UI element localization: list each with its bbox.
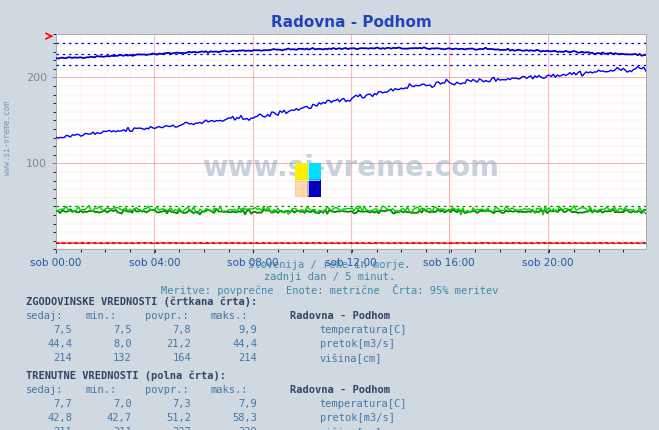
Text: 211: 211: [54, 427, 72, 430]
Text: Meritve: povprečne  Enote: metrične  Črta: 95% meritev: Meritve: povprečne Enote: metrične Črta:…: [161, 284, 498, 296]
Text: 164: 164: [173, 353, 191, 363]
Text: sedaj:: sedaj:: [26, 311, 64, 321]
Text: 7,3: 7,3: [173, 399, 191, 409]
Text: 44,4: 44,4: [232, 339, 257, 349]
Text: 58,3: 58,3: [232, 413, 257, 423]
Text: 211: 211: [113, 427, 132, 430]
Text: temperatura[C]: temperatura[C]: [320, 399, 407, 409]
Text: povpr.:: povpr.:: [145, 385, 188, 395]
Text: višina[cm]: višina[cm]: [320, 427, 382, 430]
Text: pretok[m3/s]: pretok[m3/s]: [320, 413, 395, 423]
Text: višina[cm]: višina[cm]: [320, 353, 382, 364]
Text: zadnji dan / 5 minut.: zadnji dan / 5 minut.: [264, 272, 395, 282]
Text: 214: 214: [239, 353, 257, 363]
Text: maks.:: maks.:: [211, 385, 248, 395]
Text: 7,5: 7,5: [113, 325, 132, 335]
Title: Radovna - Podhom: Radovna - Podhom: [271, 15, 431, 31]
Text: Slovenija / reke in morje.: Slovenija / reke in morje.: [248, 260, 411, 270]
Text: 44,4: 44,4: [47, 339, 72, 349]
Text: 7,8: 7,8: [173, 325, 191, 335]
Text: pretok[m3/s]: pretok[m3/s]: [320, 339, 395, 349]
Text: www.si-vreme.com: www.si-vreme.com: [202, 154, 500, 182]
Text: TRENUTNE VREDNOSTI (polna črta):: TRENUTNE VREDNOSTI (polna črta):: [26, 371, 226, 381]
Text: povpr.:: povpr.:: [145, 311, 188, 321]
Text: 51,2: 51,2: [166, 413, 191, 423]
Text: 239: 239: [239, 427, 257, 430]
Text: maks.:: maks.:: [211, 311, 248, 321]
Text: 214: 214: [54, 353, 72, 363]
Text: 7,9: 7,9: [239, 399, 257, 409]
Text: min.:: min.:: [86, 385, 117, 395]
Text: 42,7: 42,7: [107, 413, 132, 423]
Text: Radovna - Podhom: Radovna - Podhom: [290, 385, 390, 395]
Text: sedaj:: sedaj:: [26, 385, 64, 395]
Text: 8,0: 8,0: [113, 339, 132, 349]
Text: 7,7: 7,7: [54, 399, 72, 409]
Text: min.:: min.:: [86, 311, 117, 321]
Text: temperatura[C]: temperatura[C]: [320, 325, 407, 335]
Text: ZGODOVINSKE VREDNOSTI (črtkana črta):: ZGODOVINSKE VREDNOSTI (črtkana črta):: [26, 297, 258, 307]
Text: www.si-vreme.com: www.si-vreme.com: [3, 101, 13, 175]
Text: 42,8: 42,8: [47, 413, 72, 423]
Text: 7,0: 7,0: [113, 399, 132, 409]
Text: 21,2: 21,2: [166, 339, 191, 349]
Text: Radovna - Podhom: Radovna - Podhom: [290, 311, 390, 321]
Text: 132: 132: [113, 353, 132, 363]
Text: 227: 227: [173, 427, 191, 430]
Text: 9,9: 9,9: [239, 325, 257, 335]
Text: 7,5: 7,5: [54, 325, 72, 335]
